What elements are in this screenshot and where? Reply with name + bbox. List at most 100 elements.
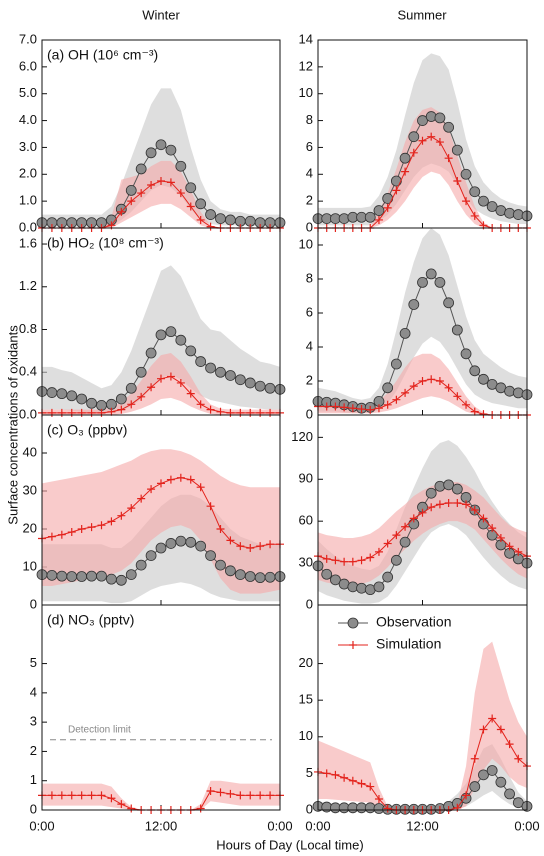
observation-point: [504, 788, 515, 800]
simulation-point: [392, 531, 401, 540]
simulation-point: [107, 517, 116, 526]
simulation-point: [462, 500, 471, 509]
observation-point: [145, 147, 157, 159]
observation-point: [443, 479, 455, 491]
observation-point: [417, 115, 428, 126]
y-tick-label: 2: [306, 372, 313, 387]
observation-point: [460, 348, 472, 360]
simulation-point: [374, 795, 383, 804]
observation-point: [234, 569, 246, 580]
simulation-point: [176, 378, 185, 387]
legend-label: Observation: [376, 614, 451, 630]
observation-point: [125, 184, 137, 196]
x-tick-label: 0:00: [305, 818, 330, 833]
observation-point: [205, 550, 216, 561]
simulation-point: [340, 773, 349, 782]
simulation-point: [427, 375, 436, 384]
simulation-point: [137, 392, 146, 401]
y-tick-label: 0: [30, 801, 37, 816]
simulation-point: [206, 786, 215, 795]
y-tick-label: 3.0: [19, 139, 37, 154]
y-tick-label: 5: [306, 765, 313, 780]
y-tick-label: 1.0: [19, 193, 37, 208]
simulation-point: [206, 222, 215, 231]
simulation-point: [206, 405, 215, 414]
observation-point: [46, 569, 58, 581]
panel-title: (b) HO₂ (10⁸ cm⁻³): [47, 235, 164, 251]
observation-point: [106, 573, 117, 585]
simulation-point: [331, 402, 340, 411]
simulation-point: [47, 791, 56, 800]
simulation-point: [97, 791, 106, 800]
range-band: [318, 744, 527, 810]
observation-point: [425, 487, 437, 499]
y-tick-label: 0.8: [19, 321, 37, 336]
observation-point: [486, 201, 498, 212]
simulation-point: [216, 407, 225, 416]
simulation-point: [409, 382, 418, 391]
y-tick-label: 7.0: [19, 31, 37, 46]
simulation-point: [374, 215, 383, 224]
simulation-point: [226, 408, 235, 417]
y-tick-label: 2.0: [19, 166, 37, 181]
x-tick-label: 0:00: [514, 818, 539, 833]
simulation-point: [137, 189, 146, 198]
observation-point: [46, 387, 58, 398]
observation-point: [195, 540, 207, 552]
y-tick-label: 4: [30, 684, 37, 699]
simulation-point: [127, 197, 136, 206]
simulation-point: [137, 494, 146, 503]
observation-point: [408, 299, 420, 310]
simulation-point: [505, 542, 514, 551]
simulation-point: [117, 405, 126, 414]
simulation-point: [67, 408, 76, 417]
y-tick-label: 30: [23, 482, 37, 497]
observation-point: [76, 571, 88, 582]
simulation-point: [77, 525, 86, 533]
observation-point: [254, 572, 266, 584]
simulation-point: [77, 791, 86, 800]
simulation-point: [496, 533, 505, 542]
simulation-point: [186, 202, 195, 211]
observation-point: [165, 538, 177, 549]
simulation-point: [409, 514, 418, 523]
y-tick-label: 0: [306, 406, 313, 421]
simulation-point: [444, 499, 453, 508]
y-tick-label: 6.0: [19, 58, 37, 73]
simulation-point: [57, 530, 66, 539]
x-tick-label: 12:00: [406, 818, 439, 833]
annotation: Detection limit: [68, 724, 131, 735]
y-tick-label: 4.0: [19, 112, 37, 127]
y-tick-label: 10: [299, 236, 313, 251]
observation-point: [478, 195, 489, 207]
simulation-point: [348, 557, 357, 566]
simulation-point: [47, 408, 56, 417]
panel-title: (a) OH (10⁶ cm⁻³): [47, 47, 158, 63]
range-band: [318, 641, 527, 810]
simulation-point: [514, 754, 523, 763]
simulation-point: [97, 408, 106, 417]
simulation-point: [418, 377, 427, 385]
observation-point: [185, 345, 197, 357]
observation-point: [225, 214, 236, 226]
simulation-point: [427, 132, 436, 141]
y-tick-label: 8: [306, 270, 313, 285]
observation-point: [215, 213, 226, 225]
simulation-point: [357, 779, 366, 788]
observation-point: [215, 559, 226, 571]
observation-point: [175, 334, 187, 346]
legend-label: Simulation: [376, 636, 441, 652]
y-tick-label: 30: [299, 555, 313, 570]
y-tick-label: 12: [299, 58, 313, 73]
observation-point: [155, 139, 167, 151]
simulation-point: [117, 800, 126, 809]
observation-point: [135, 366, 147, 378]
simulation-point: [236, 408, 245, 417]
simulation-point: [157, 374, 165, 383]
x-tick-label: 0:00: [267, 818, 292, 833]
simulation-point: [216, 788, 225, 797]
simulation-point: [47, 532, 56, 541]
observation-point: [512, 387, 524, 399]
simulation-point: [462, 400, 471, 409]
simulation-point: [401, 522, 410, 531]
